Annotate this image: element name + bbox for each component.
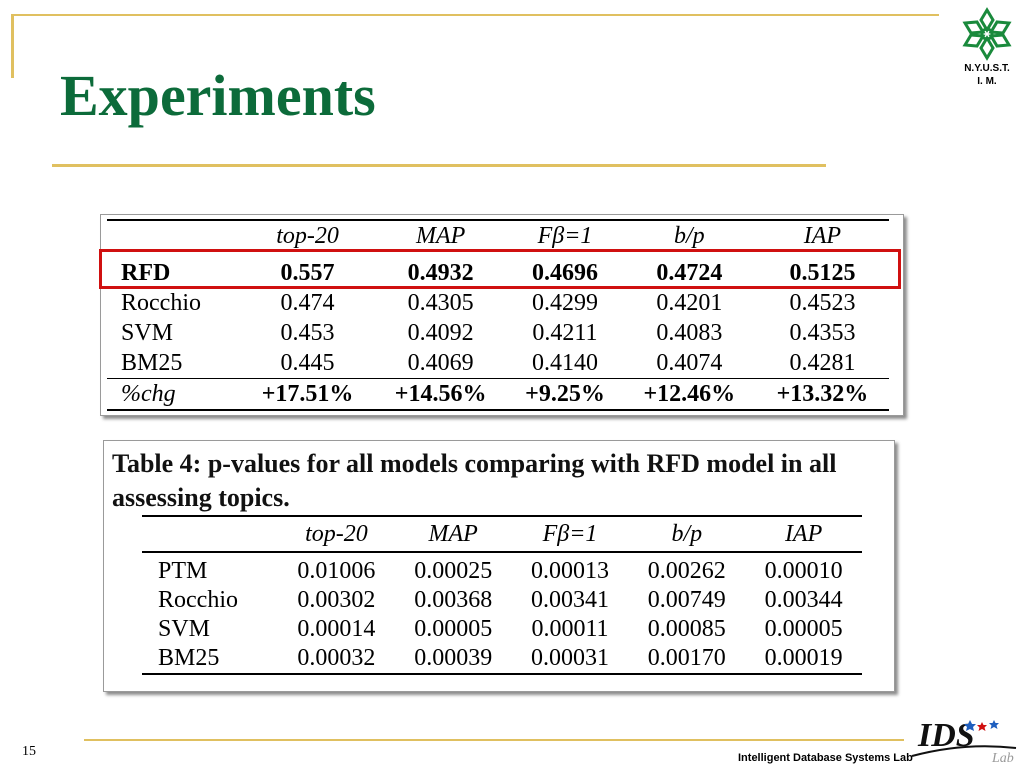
table-cell: 0.00039	[414, 645, 493, 671]
table-cell: 0.4696	[531, 259, 598, 286]
decorative-top-line	[11, 14, 939, 16]
row-label: SVM	[121, 319, 174, 346]
table-row: BM25 0.445 0.4069 0.4140 0.4074 0.4281	[107, 348, 889, 379]
table-row: Rocchio 0.00302 0.00368 0.00341 0.00749 …	[142, 586, 862, 615]
table-cell: 0.4299	[531, 289, 598, 316]
table-cell: 0.00014	[297, 616, 376, 642]
table-cell: 0.4353	[789, 319, 856, 346]
pvalues-table-image: Table 4: p-values for all models compari…	[103, 440, 895, 692]
row-label: PTM	[158, 558, 208, 584]
footer-lab-name: Intelligent Database Systems Lab	[738, 752, 913, 764]
table-cell: 0.4069	[407, 349, 474, 376]
header-cell: b/p	[674, 222, 705, 249]
decorative-bottom-line	[84, 739, 904, 741]
table-cell: 0.00010	[764, 558, 843, 584]
table-cell: 0.00341	[530, 587, 609, 613]
table-cell: 0.4932	[407, 259, 474, 286]
table-caption: Table 4: p-values for all models compari…	[112, 449, 837, 512]
header-cell: MAP	[415, 222, 466, 249]
table-cell: 0.4074	[656, 349, 723, 376]
table-cell: 0.00005	[764, 616, 843, 642]
table-cell: 0.453	[280, 319, 335, 346]
table-row: BM25 0.00032 0.00039 0.00031 0.00170 0.0…	[142, 644, 862, 674]
table-cell: 0.4523	[789, 289, 856, 316]
table-cell: +14.56%	[394, 380, 487, 407]
table-cell: +9.25%	[525, 380, 605, 407]
table-header-row: top-20 MAP Fβ=1 b/p IAP	[107, 220, 889, 252]
header-cell	[142, 516, 278, 552]
slide-title: Experiments	[60, 63, 376, 128]
ids-lab-logo-icon: IDS Lab	[911, 717, 1017, 766]
table-cell: 0.4724	[656, 259, 723, 286]
row-label: SVM	[158, 616, 211, 642]
table-cell: 0.445	[280, 349, 335, 376]
row-label: Rocchio	[121, 289, 201, 316]
table-cell: 0.00262	[647, 558, 726, 584]
table-cell: 0.4305	[407, 289, 474, 316]
header-cell: b/p	[671, 520, 703, 547]
table-row: PTM 0.01006 0.00025 0.00013 0.00262 0.00…	[142, 552, 862, 586]
header-cell: MAP	[428, 520, 478, 547]
table-cell: 0.00013	[530, 558, 609, 584]
header-cell: Fβ=1	[537, 222, 593, 249]
table-cell: 0.4201	[656, 289, 723, 316]
table-row: SVM 0.00014 0.00005 0.00011 0.00085 0.00…	[142, 615, 862, 644]
table-cell: 0.00085	[647, 616, 726, 642]
table-cell: 0.00170	[647, 645, 726, 671]
table-cell: 0.4140	[531, 349, 598, 376]
row-label: BM25	[158, 645, 220, 671]
logo-text-line2: I. M.	[977, 76, 997, 87]
table-cell: 0.00011	[531, 616, 609, 642]
table-cell: 0.4092	[407, 319, 474, 346]
table-row: SVM 0.453 0.4092 0.4211 0.4083 0.4353	[107, 318, 889, 348]
page-number: 15	[22, 744, 36, 759]
logo-lab-text: Lab	[991, 751, 1014, 766]
header-cell: top-20	[305, 520, 368, 547]
table-cell: 0.00005	[414, 616, 493, 642]
results-table-image: top-20 MAP Fβ=1 b/p IAP RFD 0.557 0.4932…	[100, 214, 904, 416]
table-row: RFD 0.557 0.4932 0.4696 0.4724 0.5125	[107, 252, 889, 289]
logo-text-line1: N.Y.U.S.T.	[964, 63, 1010, 74]
table-cell: 0.00025	[414, 558, 493, 584]
table-row-change: %chg +17.51% +14.56% +9.25% +12.46% +13.…	[107, 378, 889, 410]
table-cell: 0.00368	[414, 587, 493, 613]
logo-ids-text: IDS	[917, 717, 975, 754]
table-cell: 0.00032	[297, 645, 376, 671]
ids-lab-logo: IDS Lab	[908, 712, 1020, 768]
table-cell: 0.4211	[532, 319, 598, 346]
table-cell: +17.51%	[261, 380, 354, 407]
table-cell: 0.557	[280, 259, 335, 286]
table-cell: 0.5125	[789, 259, 856, 286]
table-cell: 0.474	[280, 289, 335, 316]
table-cell: 0.00749	[647, 587, 726, 613]
results-table: top-20 MAP Fβ=1 b/p IAP RFD 0.557 0.4932…	[107, 219, 889, 411]
table-header-row: top-20 MAP Fβ=1 b/p IAP	[142, 516, 862, 552]
table-cell: +13.32%	[776, 380, 869, 407]
table-cell: 0.00019	[764, 645, 843, 671]
header-cell: IAP	[784, 520, 823, 547]
row-label: %chg	[121, 380, 176, 407]
table-cell: 0.4281	[789, 349, 856, 376]
table-cell: 0.4083	[656, 319, 723, 346]
header-cell: IAP	[803, 222, 842, 249]
row-label: BM25	[121, 349, 183, 376]
nyust-emblem-icon	[962, 7, 1012, 61]
row-label: RFD	[121, 259, 171, 286]
table-row: Rocchio 0.474 0.4305 0.4299 0.4201 0.452…	[107, 288, 889, 318]
header-cell: top-20	[276, 222, 339, 249]
title-underline	[52, 164, 826, 167]
table-cell: +12.46%	[643, 380, 736, 407]
pvalues-table: top-20 MAP Fβ=1 b/p IAP PTM 0.01006 0.00…	[142, 515, 862, 675]
rfd-row-highlight-box	[99, 249, 901, 289]
nyust-logo: N.Y.U.S.T. I. M.	[950, 6, 1024, 88]
table-cell: 0.00344	[764, 587, 843, 613]
row-label: Rocchio	[158, 587, 238, 613]
table-cell: 0.00031	[530, 645, 609, 671]
table-cell: 0.00302	[297, 587, 376, 613]
header-cell: Fβ=1	[542, 520, 598, 547]
header-cell	[107, 220, 241, 252]
table-cell: 0.01006	[297, 558, 376, 584]
decorative-vertical-line	[11, 14, 14, 78]
